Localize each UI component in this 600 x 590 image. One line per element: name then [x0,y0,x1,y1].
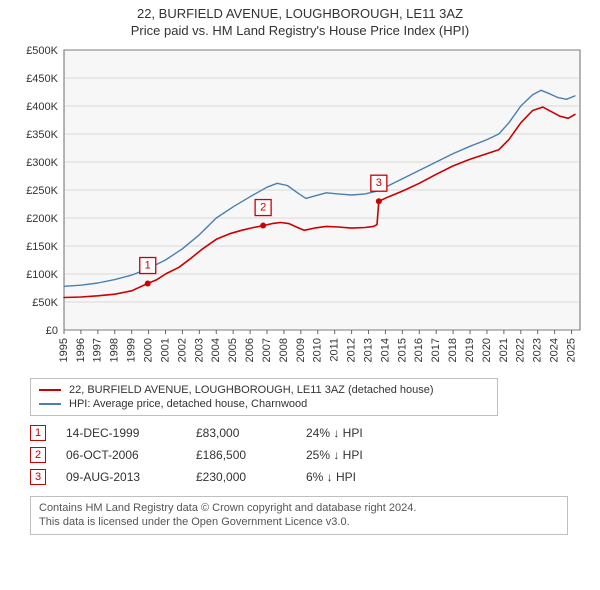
footer-line2: This data is licensed under the Open Gov… [39,515,559,529]
svg-text:2024: 2024 [549,338,561,362]
svg-text:2025: 2025 [565,338,577,362]
svg-text:2016: 2016 [413,338,425,362]
svg-text:1995: 1995 [58,338,70,362]
svg-text:1998: 1998 [109,338,121,362]
attribution-footer: Contains HM Land Registry data © Crown c… [30,496,568,535]
svg-text:2007: 2007 [261,338,273,362]
svg-text:£450K: £450K [26,73,58,85]
transaction-date: 09-AUG-2013 [66,470,176,484]
svg-text:2006: 2006 [244,338,256,362]
svg-text:2002: 2002 [176,338,188,362]
svg-text:£150K: £150K [26,241,58,253]
svg-text:1: 1 [145,260,151,272]
transaction-date: 14-DEC-1999 [66,426,176,440]
page-title-line2: Price paid vs. HM Land Registry's House … [0,23,600,38]
transaction-pct: 24% ↓ HPI [306,426,416,440]
transaction-row: 3 09-AUG-2013 £230,000 6% ↓ HPI [30,466,570,488]
svg-text:£400K: £400K [26,101,58,113]
transaction-marker: 3 [30,469,46,485]
transaction-price: £230,000 [196,470,286,484]
legend-row: 22, BURFIELD AVENUE, LOUGHBOROUGH, LE11 … [39,383,489,397]
legend-swatch [39,389,61,391]
svg-text:2008: 2008 [278,338,290,362]
svg-text:2003: 2003 [193,338,205,362]
svg-text:2: 2 [260,202,266,214]
transaction-pct: 25% ↓ HPI [306,448,416,462]
svg-text:£100K: £100K [26,269,58,281]
page-title-line1: 22, BURFIELD AVENUE, LOUGHBOROUGH, LE11 … [0,6,600,21]
svg-text:2015: 2015 [396,338,408,362]
svg-text:2020: 2020 [481,338,493,362]
svg-text:2004: 2004 [210,338,222,362]
price-chart: £0 £50K £100K £150K £200K £250K £300K £350K £400… [10,42,590,372]
transactions-table: 1 14-DEC-1999 £83,000 24% ↓ HPI 2 06-OCT-2006… [30,422,570,488]
transaction-price: £186,500 [196,448,286,462]
svg-text:£200K: £200K [26,213,58,225]
svg-text:£250K: £250K [26,185,58,197]
svg-text:£0: £0 [46,325,58,337]
svg-text:2014: 2014 [379,338,391,362]
svg-text:2023: 2023 [532,338,544,362]
svg-text:2022: 2022 [515,338,527,362]
svg-text:2011: 2011 [329,338,341,362]
transaction-pct: 6% ↓ HPI [306,470,416,484]
svg-text:2013: 2013 [362,338,374,362]
transaction-date: 06-OCT-2006 [66,448,176,462]
svg-text:1996: 1996 [75,338,87,362]
svg-text:2021: 2021 [498,338,510,362]
svg-text:2018: 2018 [447,338,459,362]
svg-text:2001: 2001 [159,338,171,362]
legend-label: HPI: Average price, detached house, Char… [69,398,307,410]
svg-text:1999: 1999 [126,338,138,362]
chart-legend: 22, BURFIELD AVENUE, LOUGHBOROUGH, LE11 … [30,378,498,416]
svg-text:£300K: £300K [26,157,58,169]
svg-text:£350K: £350K [26,129,58,141]
transaction-marker: 2 [30,447,46,463]
legend-swatch [39,403,61,405]
svg-text:2012: 2012 [346,338,358,362]
transaction-marker: 1 [30,425,46,441]
transaction-row: 2 06-OCT-2006 £186,500 25% ↓ HPI [30,444,570,466]
svg-text:2009: 2009 [295,338,307,362]
svg-text:3: 3 [376,177,382,189]
svg-text:2010: 2010 [312,338,324,362]
svg-text:2000: 2000 [142,338,154,362]
footer-line1: Contains HM Land Registry data © Crown c… [39,501,559,515]
svg-text:£50K: £50K [32,297,58,309]
legend-label: 22, BURFIELD AVENUE, LOUGHBOROUGH, LE11 … [69,384,434,396]
svg-text:2005: 2005 [227,338,239,362]
svg-text:2017: 2017 [430,338,442,362]
svg-text:2019: 2019 [464,338,476,362]
svg-text:1997: 1997 [92,338,104,362]
transaction-price: £83,000 [196,426,286,440]
svg-text:£500K: £500K [26,45,58,57]
transaction-row: 1 14-DEC-1999 £83,000 24% ↓ HPI [30,422,570,444]
legend-row: HPI: Average price, detached house, Char… [39,397,489,411]
